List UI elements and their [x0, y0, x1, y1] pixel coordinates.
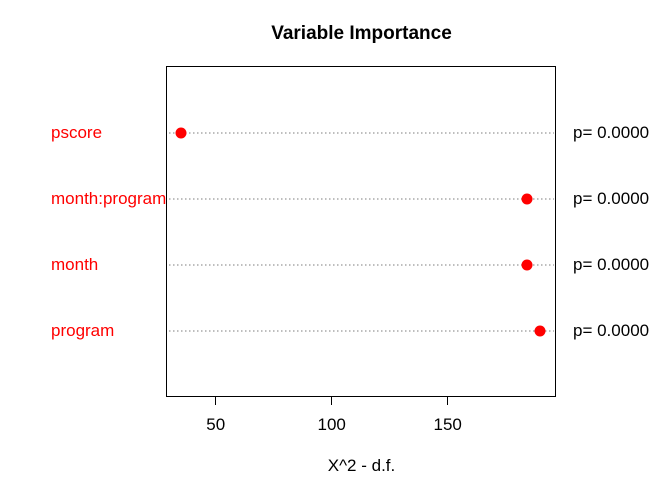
x-tick-label: 100 — [317, 415, 346, 434]
y-axis-label: pscore — [51, 123, 103, 142]
x-tick-label: 150 — [433, 415, 462, 434]
data-point — [534, 325, 546, 337]
x-axis-title: X^2 - d.f. — [327, 456, 396, 475]
x-tick-label: 50 — [206, 415, 226, 434]
chart-title: Variable Importance — [271, 23, 452, 44]
y-axis-label: month:program — [51, 189, 167, 208]
plot-area — [166, 66, 556, 397]
data-point — [521, 193, 533, 205]
x-tick — [214, 397, 217, 405]
grid-line — [169, 330, 554, 332]
p-value-label: p= 0.0000 — [573, 123, 650, 142]
grid-line — [169, 264, 554, 266]
p-value-label: p= 0.0000 — [573, 255, 650, 274]
grid-line — [169, 132, 554, 134]
x-tick — [446, 397, 449, 405]
p-value-label: p= 0.0000 — [573, 321, 650, 340]
y-axis-label: program — [51, 321, 115, 340]
data-point — [175, 127, 187, 139]
y-axis-label: month — [51, 255, 99, 274]
grid-line — [169, 198, 554, 200]
p-value-label: p= 0.0000 — [573, 189, 650, 208]
data-point — [521, 259, 533, 271]
x-tick — [330, 397, 333, 405]
